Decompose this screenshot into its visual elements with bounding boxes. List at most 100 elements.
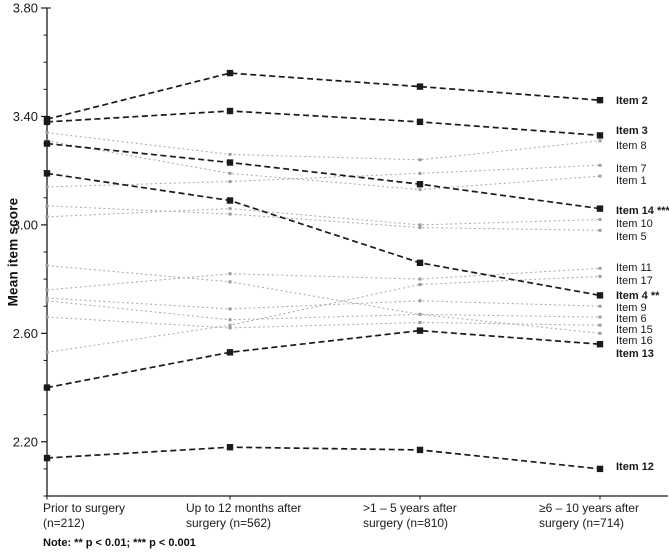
item-label-item-16: Item 16 xyxy=(616,335,653,347)
y-tick-label: 3.40 xyxy=(13,109,38,124)
series-marker-item-9 xyxy=(418,299,422,303)
x-category-label-3-line2: surgery (n=810) xyxy=(363,516,448,530)
item-label-item-15: Item 15 xyxy=(616,324,653,336)
series-marker-item-7 xyxy=(228,180,232,184)
x-category-label-3: >1 – 5 years after xyxy=(363,501,457,515)
item-label-item-5: Item 5 xyxy=(616,231,647,243)
series-marker-item-8 xyxy=(598,139,602,143)
y-tick-label: 3.80 xyxy=(13,1,38,16)
item-label-item-13: Item 13 xyxy=(616,348,654,360)
series-marker-item-15 xyxy=(418,320,422,324)
series-marker-item-5 xyxy=(418,226,422,230)
series-marker-item-11 xyxy=(45,288,49,292)
item-label-item-7: Item 7 xyxy=(616,163,647,175)
item-label-item-11: Item 11 xyxy=(616,262,652,274)
series-marker-item-8 xyxy=(418,158,422,162)
series-marker-item-12 xyxy=(226,444,234,451)
series-marker-item-10 xyxy=(418,223,422,227)
series-marker-item-14 xyxy=(226,159,234,166)
series-marker-item-16 xyxy=(228,280,232,284)
series-marker-item-8 xyxy=(45,131,49,135)
series-marker-item-7 xyxy=(45,185,49,189)
series-marker-item-12 xyxy=(416,446,424,454)
series-marker-item-9 xyxy=(45,296,49,300)
item-label-item-9: Item 9 xyxy=(616,302,647,314)
series-marker-item-7 xyxy=(598,163,602,167)
series-marker-item-13 xyxy=(43,384,51,391)
series-marker-item-13 xyxy=(596,340,604,348)
item-label-item-10: Item 10 xyxy=(616,218,653,230)
series-marker-item-17 xyxy=(418,283,422,287)
series-marker-item-16 xyxy=(45,264,49,268)
series-marker-item-9 xyxy=(228,307,232,311)
series-marker-item-6 xyxy=(228,318,232,322)
series-marker-item-1 xyxy=(418,188,422,192)
item-label-item-17: Item 17 xyxy=(616,275,653,287)
series-line-item-14 xyxy=(46,142,601,210)
series-marker-item-2 xyxy=(416,83,424,90)
series-line-item-16 xyxy=(46,265,601,334)
y-tick-label: 3.00 xyxy=(13,217,38,232)
item-label-item-6: Item 6 xyxy=(616,313,647,325)
series-marker-item-3 xyxy=(416,118,424,126)
series-marker-item-2 xyxy=(596,96,604,104)
series-marker-item-5 xyxy=(598,228,602,232)
x-category-label-4-line2: surgery (n=714) xyxy=(539,516,624,530)
series-line-item-10 xyxy=(46,208,601,226)
series-marker-item-6 xyxy=(45,299,49,303)
series-line-item-6 xyxy=(46,300,601,321)
series-marker-item-3 xyxy=(226,107,234,115)
item-label-item-14: Item 14 *** xyxy=(616,205,669,217)
series-marker-item-13 xyxy=(226,349,234,356)
item-label-item-4: Item 4 ** xyxy=(616,290,660,302)
series-marker-item-16 xyxy=(418,312,422,316)
series-marker-item-17 xyxy=(228,323,232,327)
series-marker-item-1 xyxy=(228,171,232,175)
series-marker-item-17 xyxy=(45,350,49,354)
series-line-item-12 xyxy=(46,446,601,470)
item-label-item-12: Item 12 xyxy=(616,461,654,473)
series-marker-item-11 xyxy=(598,266,602,270)
series-marker-item-14 xyxy=(416,181,424,188)
x-category-label-2: Up to 12 months after xyxy=(186,501,301,515)
series-line-item-11 xyxy=(46,267,601,291)
series-marker-item-17 xyxy=(598,274,602,278)
series-marker-item-10 xyxy=(228,207,232,211)
x-category-label-4: ≥6 – 10 years after xyxy=(539,501,639,515)
series-marker-item-4 xyxy=(43,170,51,177)
series-marker-item-15 xyxy=(45,315,49,319)
series-marker-item-9 xyxy=(598,304,602,308)
x-category-label-1-line2: (n=212) xyxy=(43,516,85,530)
series-marker-item-3 xyxy=(43,118,51,126)
series-line-item-15 xyxy=(46,316,601,329)
series-marker-item-6 xyxy=(598,315,602,319)
series-marker-item-16 xyxy=(598,331,602,335)
x-category-label-2-line2: surgery (n=562) xyxy=(186,516,271,530)
series-marker-item-4 xyxy=(416,259,424,267)
series-marker-item-14 xyxy=(43,140,51,147)
series-marker-item-15 xyxy=(598,323,602,327)
item-label-item-2: Item 2 xyxy=(616,95,648,107)
series-line-item-2 xyxy=(46,72,601,121)
item-label-item-8: Item 8 xyxy=(616,140,647,152)
x-category-label-1: Prior to surgery xyxy=(43,501,125,515)
y-tick-label: 2.60 xyxy=(13,326,38,341)
item-label-item-1: Item 1 xyxy=(616,175,647,187)
series-marker-item-5 xyxy=(228,212,232,216)
series-marker-item-1 xyxy=(598,174,602,178)
series-marker-item-15 xyxy=(228,326,232,330)
series-marker-item-11 xyxy=(228,272,232,276)
series-line-item-7 xyxy=(46,164,601,188)
series-marker-item-3 xyxy=(596,132,604,139)
item-label-item-3: Item 3 xyxy=(616,125,648,137)
series-marker-item-4 xyxy=(226,197,234,204)
series-marker-item-2 xyxy=(226,69,234,77)
series-marker-item-7 xyxy=(418,171,422,175)
series-marker-item-4 xyxy=(596,292,604,299)
series-marker-item-8 xyxy=(228,152,232,156)
series-line-item-8 xyxy=(46,132,601,161)
series-marker-item-5 xyxy=(45,204,49,208)
series-line-item-13 xyxy=(46,329,601,389)
